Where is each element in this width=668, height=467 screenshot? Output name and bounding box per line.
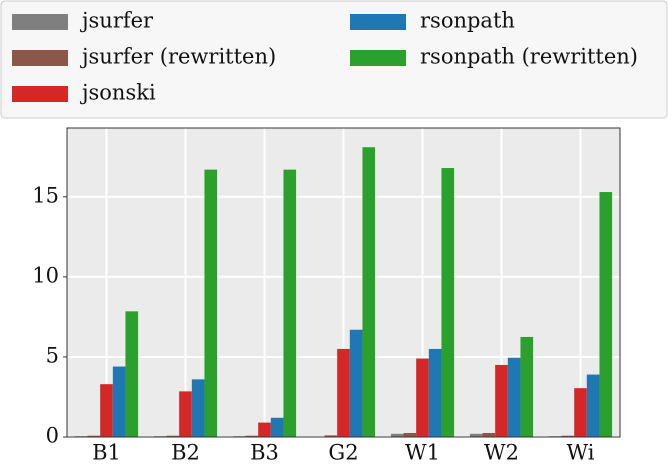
x-tick-label: G2 <box>328 441 358 465</box>
bar <box>482 432 496 437</box>
bar <box>166 435 180 437</box>
bar <box>599 192 613 437</box>
bar <box>270 417 284 437</box>
bar <box>390 433 404 437</box>
legend-label: rsonpath (rewritten) <box>420 45 638 69</box>
legend-swatch <box>12 50 68 66</box>
legend-swatch <box>350 50 406 66</box>
bar <box>324 435 338 437</box>
y-tick-label: 5 <box>46 343 59 367</box>
bar <box>125 311 139 437</box>
bar <box>574 388 587 437</box>
bar <box>561 435 575 437</box>
legend-swatch <box>12 14 68 30</box>
legend-swatch <box>350 14 406 30</box>
bar <box>204 169 218 437</box>
bar <box>245 435 259 437</box>
bar <box>362 147 376 437</box>
legend-label: jsurfer (rewritten) <box>79 45 276 69</box>
bar <box>87 435 101 437</box>
y-tick-label: 10 <box>32 263 59 287</box>
x-tick-label: B1 <box>92 441 121 465</box>
x-tick-label: W1 <box>405 441 440 465</box>
bar <box>100 384 113 437</box>
x-tick-label: W2 <box>484 441 519 465</box>
bar <box>586 374 600 437</box>
x-tick-label: B3 <box>250 441 279 465</box>
bar <box>416 358 429 437</box>
bar <box>179 391 192 437</box>
bar <box>428 348 442 437</box>
bar <box>349 329 363 437</box>
y-tick-label: 15 <box>32 183 59 207</box>
bar <box>507 357 521 437</box>
bar <box>258 422 271 437</box>
x-tick-label: Wi <box>567 441 595 465</box>
bar <box>520 336 534 437</box>
legend-box <box>0 0 668 119</box>
bar <box>403 432 417 437</box>
legend-swatch <box>12 86 68 102</box>
bar <box>112 366 126 437</box>
bar <box>495 364 508 437</box>
bar <box>441 168 455 437</box>
y-tick-label: 0 <box>46 424 59 448</box>
legend-label: jsurfer <box>79 9 154 33</box>
legend-label: jsonski <box>79 81 156 105</box>
bar <box>283 169 297 437</box>
x-tick-label: B2 <box>171 441 200 465</box>
legend-label: rsonpath <box>420 9 515 33</box>
bar <box>469 433 483 437</box>
bar <box>191 379 205 437</box>
plot-frame <box>66 127 621 438</box>
bar <box>337 348 350 437</box>
